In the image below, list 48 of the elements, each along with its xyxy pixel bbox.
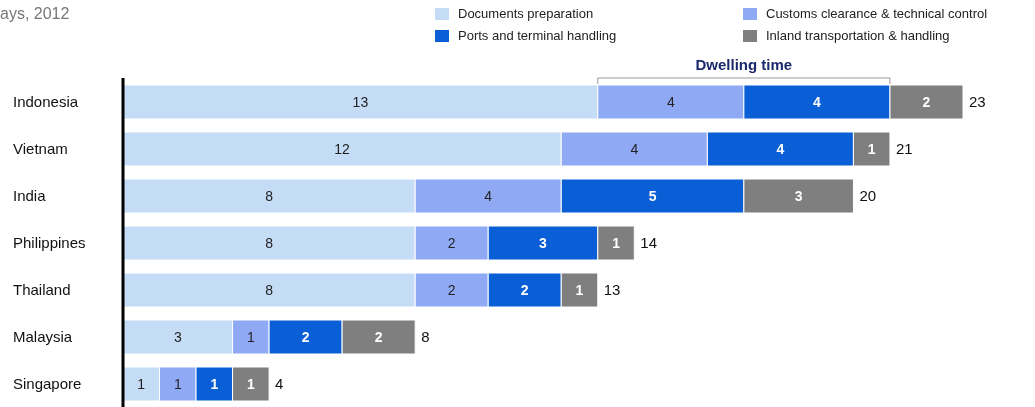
data-label: 1 [612,234,621,251]
total-label: 8 [421,328,430,346]
data-label: 12 [334,140,351,157]
total-label: 13 [603,281,621,299]
data-label: 4 [813,93,822,110]
data-label: 8 [265,281,274,298]
data-label: 13 [352,93,369,110]
data-label: 2 [301,328,310,345]
text: Dwelling time [695,56,793,73]
data-label: 4 [484,187,493,204]
data-label: 3 [794,187,803,204]
legend-label: Ports and terminal handling [458,28,617,43]
total-label: 21 [895,140,913,158]
chart-title: ays, 2012 [0,5,70,23]
data-label: 1 [575,281,584,298]
data-label: 8 [265,187,274,204]
y-tick-label: Thailand [13,280,71,298]
data-label: 2 [447,281,456,298]
data-label: 2 [520,281,529,298]
data-label: 1 [246,375,255,392]
data-label: 5 [648,187,657,204]
legend-label: Documents preparation [458,6,594,21]
y-tick-label: Malaysia [13,327,73,345]
total-label: 4 [275,375,284,393]
data-label: 2 [374,328,383,345]
legend-label: Inland transportation & handling [766,28,950,43]
y-tick-label: India [13,186,47,204]
data-label: 4 [666,93,675,110]
data-label: 4 [630,140,639,157]
total-label: 20 [859,187,877,205]
y-tick-label: Vietnam [13,139,68,157]
data-label: 3 [173,328,182,345]
y-tick-label: Philippines [13,233,86,251]
total-label: 23 [969,93,986,111]
data-label: 1 [173,375,182,392]
data-label: 1 [867,140,876,157]
y-tick-label: Singapore [13,374,82,392]
data-label: 3 [539,234,548,251]
legend-label: Customs clearance & technical control [766,6,988,21]
data-label: 2 [922,93,931,110]
total-label: 14 [640,234,657,252]
y-tick-label: Indonesia [13,92,79,110]
data-label: 1 [210,375,219,392]
data-label: 8 [265,234,274,251]
data-label: 1 [246,328,255,345]
data-label: 1 [137,375,146,392]
data-label: 4 [776,140,785,157]
data-label: 2 [447,234,456,251]
